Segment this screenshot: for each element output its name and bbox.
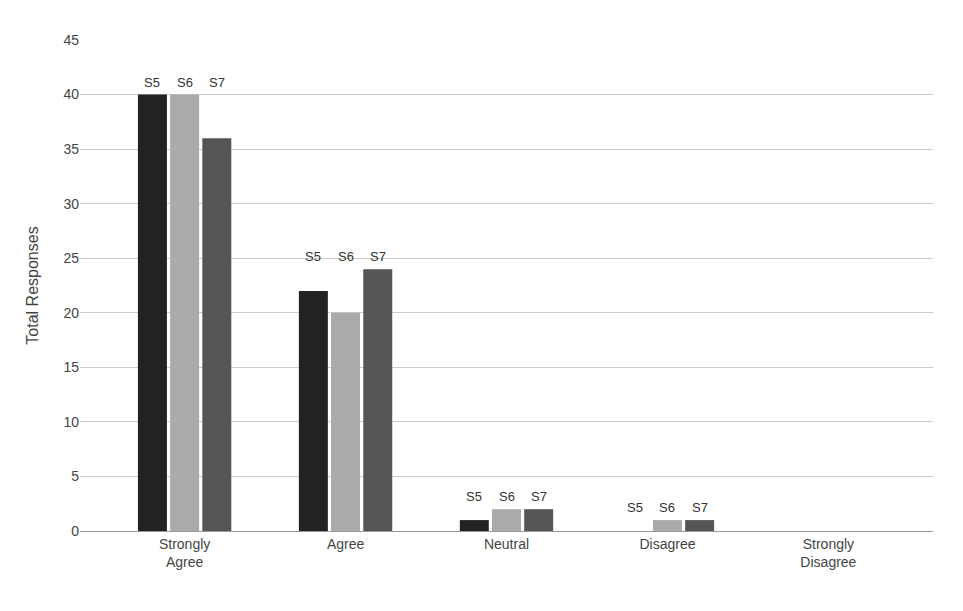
svg-text:20: 20 bbox=[63, 305, 79, 321]
svg-text:Neutral: Neutral bbox=[484, 536, 529, 552]
svg-text:S6: S6 bbox=[659, 500, 675, 515]
svg-text:Agree: Agree bbox=[327, 536, 365, 552]
svg-text:S7: S7 bbox=[692, 500, 708, 515]
svg-text:45: 45 bbox=[63, 32, 79, 48]
svg-text:S5: S5 bbox=[466, 489, 482, 504]
svg-text:S7: S7 bbox=[209, 75, 225, 90]
svg-text:StronglyDisagree: StronglyDisagree bbox=[800, 536, 856, 570]
svg-text:30: 30 bbox=[63, 196, 79, 212]
svg-text:S6: S6 bbox=[499, 489, 515, 504]
svg-text:S5: S5 bbox=[627, 500, 643, 515]
svg-text:25: 25 bbox=[63, 250, 79, 266]
svg-text:Disagree: Disagree bbox=[639, 536, 695, 552]
svg-text:15: 15 bbox=[63, 359, 79, 375]
svg-text:S5: S5 bbox=[144, 75, 160, 90]
svg-text:40: 40 bbox=[63, 86, 79, 102]
svg-text:StronglyAgree: StronglyAgree bbox=[159, 536, 210, 570]
svg-text:S7: S7 bbox=[531, 489, 547, 504]
svg-text:35: 35 bbox=[63, 141, 79, 157]
svg-text:S5: S5 bbox=[305, 249, 321, 264]
svg-text:5: 5 bbox=[71, 468, 79, 484]
svg-text:S7: S7 bbox=[370, 249, 386, 264]
svg-text:0: 0 bbox=[71, 523, 79, 539]
svg-text:Total Responses: Total Responses bbox=[24, 226, 41, 344]
svg-text:S6: S6 bbox=[177, 75, 193, 90]
svg-text:S6: S6 bbox=[338, 249, 354, 264]
svg-text:10: 10 bbox=[63, 414, 79, 430]
